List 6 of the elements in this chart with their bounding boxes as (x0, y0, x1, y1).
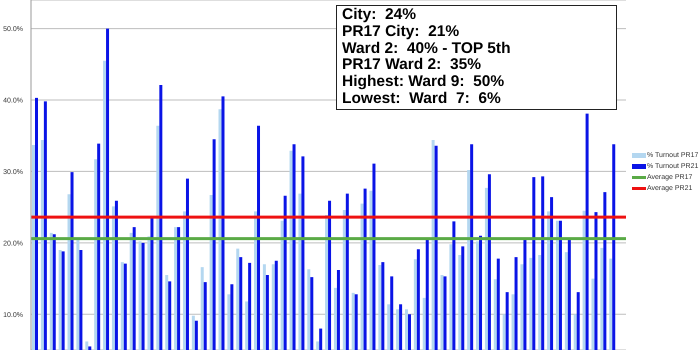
annotation: Highest: Ward 9: 50% (342, 73, 506, 91)
annotation: City: 24% (342, 6, 418, 24)
annotation: PR17 City: 21% (342, 22, 460, 41)
annotation: Lowest: Ward 7: 6% (342, 90, 502, 108)
annotation: Ward 2: 40% - TOP 5th (342, 40, 512, 58)
annotation: PR17 Ward 2: 35% (342, 56, 482, 74)
